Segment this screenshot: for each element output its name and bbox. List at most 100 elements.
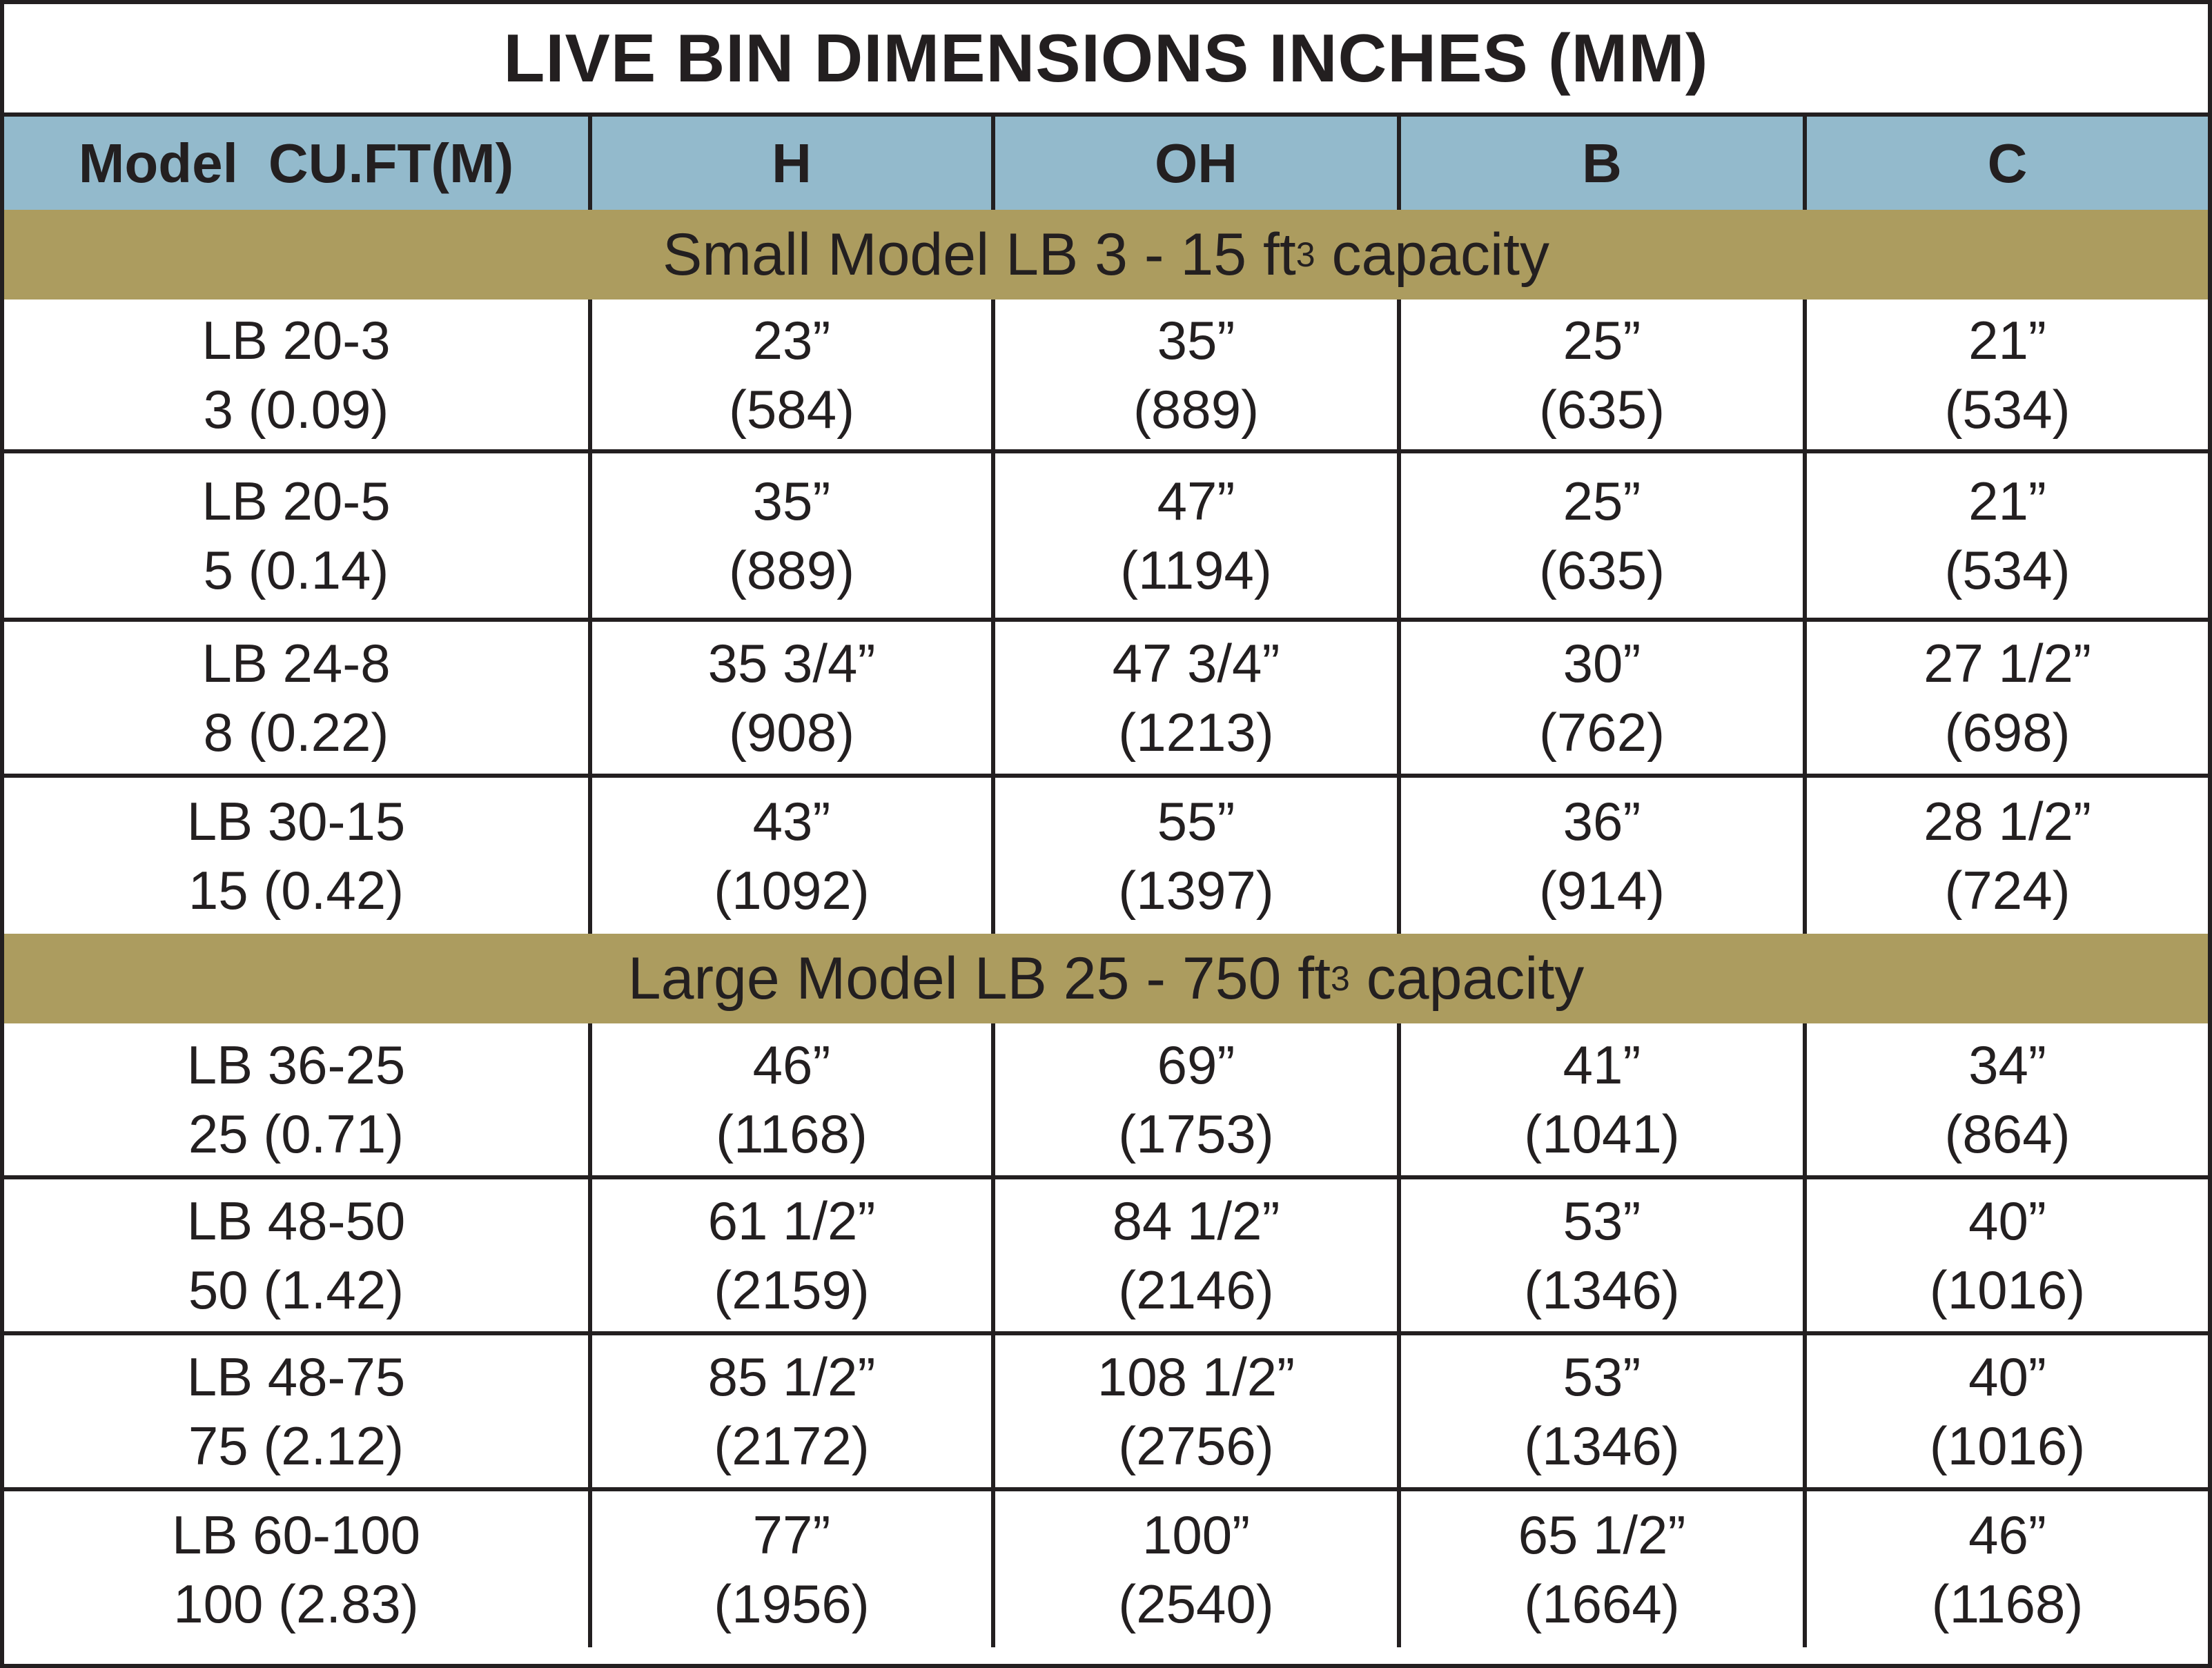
cell-value: LB 60-100 bbox=[172, 1504, 420, 1565]
h-cell: 23” (584) bbox=[592, 300, 995, 449]
header-model: Model bbox=[78, 132, 238, 194]
b-cell: 30” (762) bbox=[1401, 622, 1807, 774]
c-cell: 34” (864) bbox=[1807, 1023, 2208, 1175]
model-cell: LB 60-100 100 (2.83) bbox=[4, 1491, 592, 1647]
section-label: Large Model LB 25 - 750 ft bbox=[627, 945, 1331, 1012]
h-cell: 46” (1168) bbox=[592, 1023, 995, 1175]
oh-cell: 69” (1753) bbox=[995, 1023, 1401, 1175]
cell-subvalue: (1092) bbox=[714, 860, 870, 921]
h-cell: 85 1/2” (2172) bbox=[592, 1335, 995, 1487]
cell-value: 34” bbox=[1968, 1034, 2046, 1095]
oh-cell: 47” (1194) bbox=[995, 453, 1401, 618]
cell-subvalue: 5 (0.14) bbox=[203, 540, 389, 600]
cell-value: LB 24-8 bbox=[202, 633, 391, 694]
cell-value: 35” bbox=[1157, 309, 1235, 371]
cell-value: 53” bbox=[1563, 1190, 1641, 1251]
section-label-suffix: capacity bbox=[1315, 221, 1549, 288]
header-b: B bbox=[1401, 117, 1807, 210]
c-cell: 28 1/2” (724) bbox=[1807, 778, 2208, 934]
column-header-row: Model CU.FT(M) H OH B C bbox=[4, 117, 2208, 210]
b-cell: 25” (635) bbox=[1401, 300, 1807, 449]
table-row: LB 24-8 8 (0.22) 35 3/4” (908) 47 3/4” (1213)… bbox=[4, 622, 2208, 778]
b-cell: 25” (635) bbox=[1401, 453, 1807, 618]
cell-value: LB 36-25 bbox=[186, 1034, 406, 1095]
cell-subvalue: (889) bbox=[1133, 378, 1260, 440]
cell-value: 46” bbox=[752, 1034, 831, 1095]
cell-subvalue: 25 (0.71) bbox=[188, 1103, 404, 1164]
cell-value: 36” bbox=[1563, 791, 1641, 852]
h-cell: 35” (889) bbox=[592, 453, 995, 618]
cell-subvalue: (534) bbox=[1944, 540, 2071, 600]
model-cell: LB 48-75 75 (2.12) bbox=[4, 1335, 592, 1487]
oh-cell: 55” (1397) bbox=[995, 778, 1401, 934]
model-cell: LB 48-50 50 (1.42) bbox=[4, 1179, 592, 1331]
b-cell: 65 1/2” (1664) bbox=[1401, 1491, 1807, 1647]
cell-value: 53” bbox=[1563, 1346, 1641, 1407]
b-cell: 53” (1346) bbox=[1401, 1179, 1807, 1331]
cell-subvalue: (1168) bbox=[1931, 1573, 2084, 1634]
cell-value: LB 48-75 bbox=[186, 1346, 406, 1407]
cell-subvalue: (1194) bbox=[1120, 540, 1272, 600]
b-cell: 36” (914) bbox=[1401, 778, 1807, 934]
cell-subvalue: (698) bbox=[1944, 702, 2071, 763]
cell-value: 21” bbox=[1968, 471, 2046, 531]
cell-value: 35” bbox=[752, 471, 831, 531]
cell-value: 28 1/2” bbox=[1924, 791, 2091, 852]
cell-subvalue: (1753) bbox=[1118, 1103, 1274, 1164]
section-label: Small Model LB 3 - 15 ft bbox=[663, 221, 1296, 288]
cell-value: 108 1/2” bbox=[1097, 1346, 1295, 1407]
cell-subvalue: (2159) bbox=[714, 1259, 870, 1320]
cell-subvalue: (635) bbox=[1538, 378, 1665, 440]
header-c: C bbox=[1987, 132, 2028, 194]
cell-value: 77” bbox=[752, 1504, 831, 1565]
cell-subvalue: (762) bbox=[1538, 702, 1665, 763]
cell-value: 30” bbox=[1563, 633, 1641, 694]
c-cell: 27 1/2” (698) bbox=[1807, 622, 2208, 774]
table-row: LB 20-3 3 (0.09) 23” (584) 35” (889) 25” (635) 2… bbox=[4, 300, 2208, 453]
c-cell: 21” (534) bbox=[1807, 453, 2208, 618]
cell-subvalue: (889) bbox=[728, 540, 855, 600]
cell-value: 40” bbox=[1968, 1190, 2046, 1251]
section-header: Small Model LB 3 - 15 ft 3 capacity bbox=[4, 210, 2208, 300]
cell-subvalue: (1041) bbox=[1524, 1103, 1680, 1164]
oh-cell: 35” (889) bbox=[995, 300, 1401, 449]
cell-value: 61 1/2” bbox=[707, 1190, 876, 1251]
cell-subvalue: (2146) bbox=[1118, 1259, 1274, 1320]
cell-subvalue: (1664) bbox=[1524, 1573, 1680, 1634]
cell-value: 35 3/4” bbox=[707, 633, 876, 694]
cell-value: LB 20-5 bbox=[202, 471, 391, 531]
cell-value: 69” bbox=[1157, 1034, 1235, 1095]
cell-subvalue: 100 (2.83) bbox=[173, 1573, 419, 1634]
table-row: LB 20-5 5 (0.14) 35” (889) 47” (1194) 25” (635)… bbox=[4, 453, 2208, 622]
model-cell: LB 36-25 25 (0.71) bbox=[4, 1023, 592, 1175]
cell-value: 84 1/2” bbox=[1112, 1190, 1280, 1251]
cell-subvalue: (1016) bbox=[1929, 1259, 2086, 1320]
cell-value: LB 48-50 bbox=[186, 1190, 406, 1251]
cell-value: 23” bbox=[752, 309, 831, 371]
oh-cell: 84 1/2” (2146) bbox=[995, 1179, 1401, 1331]
cell-subvalue: (2172) bbox=[714, 1415, 870, 1476]
c-cell: 40” (1016) bbox=[1807, 1179, 2208, 1331]
h-cell: 61 1/2” (2159) bbox=[592, 1179, 995, 1331]
cell-value: 25” bbox=[1563, 309, 1641, 371]
header-model-capacity: Model CU.FT(M) bbox=[4, 117, 592, 210]
model-cell: LB 20-3 3 (0.09) bbox=[4, 300, 592, 449]
cell-subvalue: (1016) bbox=[1929, 1415, 2086, 1476]
cell-subvalue: (1346) bbox=[1524, 1415, 1680, 1476]
header-cuft: CU.FT(M) bbox=[268, 132, 514, 194]
cell-subvalue: (2756) bbox=[1118, 1415, 1274, 1476]
cell-subvalue: (908) bbox=[728, 702, 855, 763]
section-label-suffix: capacity bbox=[1349, 945, 1585, 1012]
table-row: LB 30-15 15 (0.42) 43” (1092) 55” (1397) 36” (9… bbox=[4, 778, 2208, 934]
cell-subvalue: (724) bbox=[1944, 860, 2071, 921]
model-cell: LB 24-8 8 (0.22) bbox=[4, 622, 592, 774]
table-row: LB 48-75 75 (2.12) 85 1/2” (2172) 108 1/2” (2… bbox=[4, 1335, 2208, 1491]
c-cell: 46” (1168) bbox=[1807, 1491, 2208, 1647]
table-body: Small Model LB 3 - 15 ft 3 capacity LB 20-… bbox=[4, 210, 2208, 1647]
cell-value: 100” bbox=[1142, 1504, 1251, 1565]
cell-subvalue: (1956) bbox=[714, 1573, 870, 1634]
h-cell: 77” (1956) bbox=[592, 1491, 995, 1647]
cell-value: 47” bbox=[1157, 471, 1235, 531]
cell-value: 65 1/2” bbox=[1518, 1504, 1686, 1565]
